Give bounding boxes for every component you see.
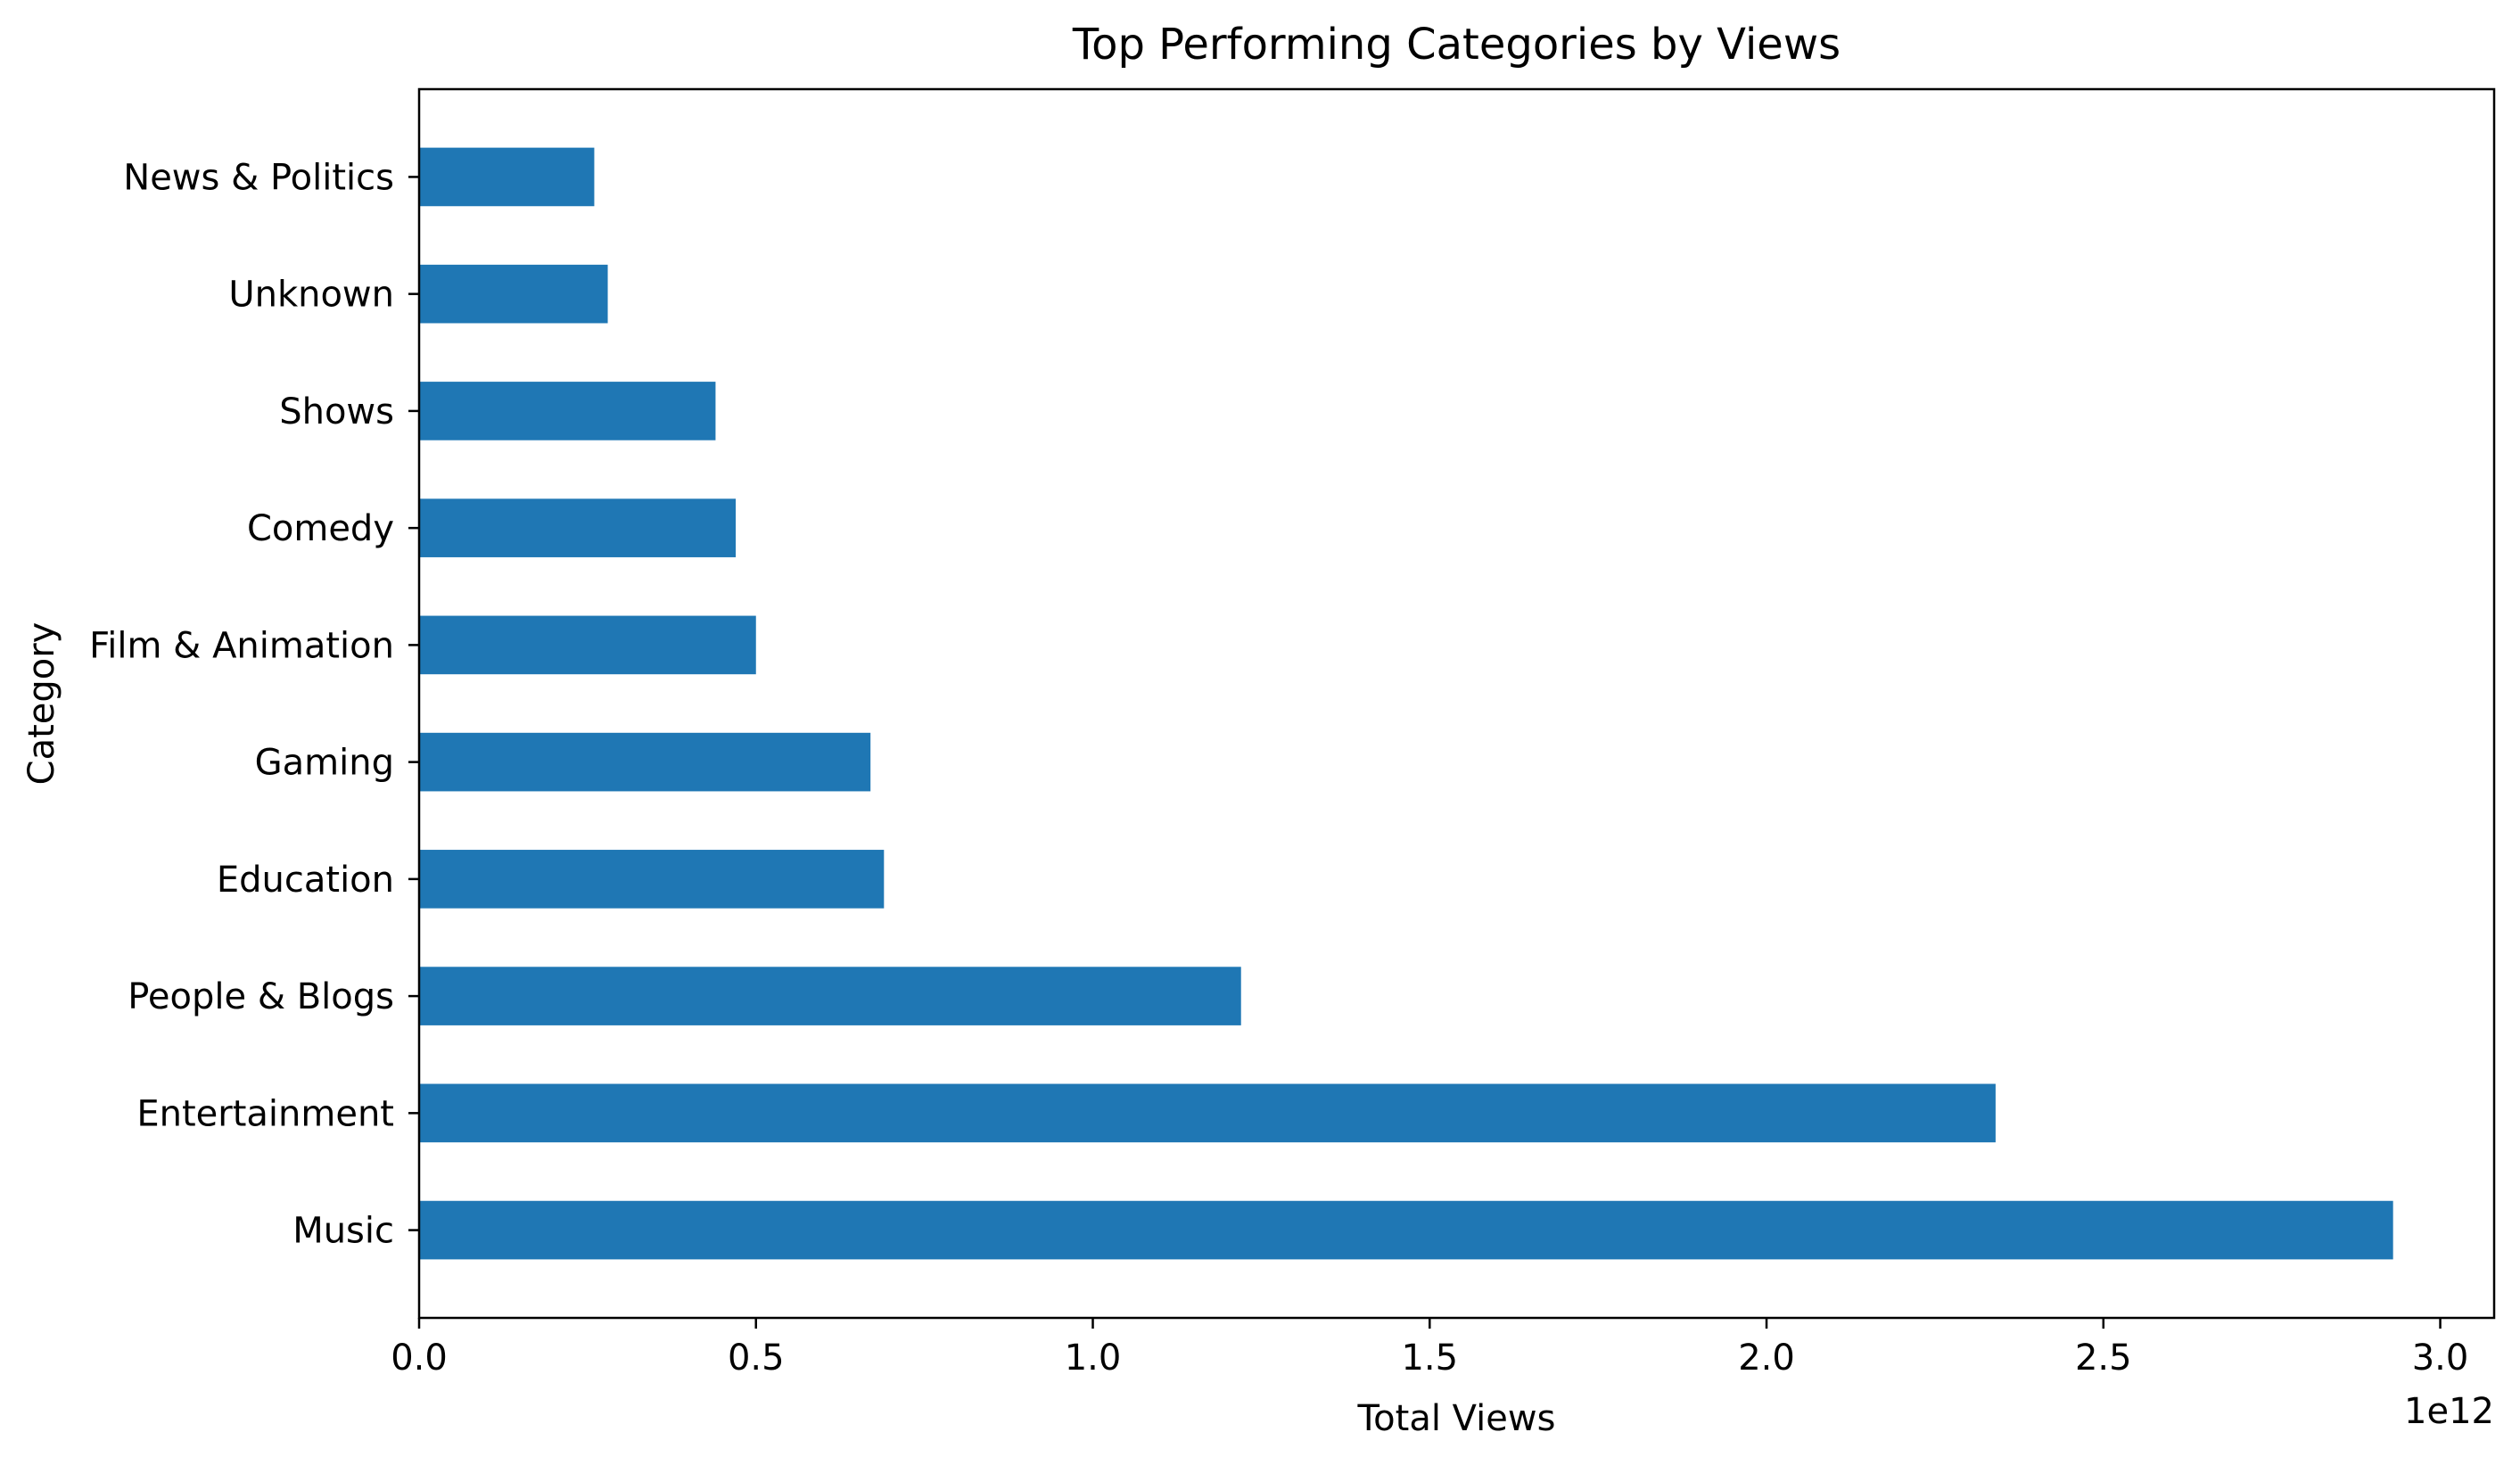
x-tick-label: 2.5: [2075, 1338, 2132, 1379]
bars-layer: [419, 147, 2393, 1260]
bar-education: [419, 850, 885, 909]
bar-people-blogs: [419, 967, 1241, 1025]
x-tick-label: 2.0: [1738, 1338, 1795, 1379]
x-tick-label: 1.5: [1401, 1338, 1458, 1379]
x-axis-scale-note: 1e12: [2404, 1391, 2494, 1432]
y-tick-label: Music: [292, 1211, 394, 1252]
y-axis-label: Category: [21, 622, 62, 786]
x-tick-label: 0.5: [728, 1338, 785, 1379]
x-axis-label: Total Views: [1357, 1398, 1556, 1439]
bar-shows: [419, 382, 716, 440]
x-tick-label: 0.0: [391, 1338, 448, 1379]
y-tick-label: Shows: [279, 391, 394, 432]
y-tick-label: Entertainment: [136, 1093, 394, 1134]
bar-gaming: [419, 732, 871, 792]
bar-news-politics: [419, 147, 595, 207]
plot-frame: [417, 87, 2496, 1320]
y-ticks-layer: Music Entertainment People & Blogs Educatio…: [89, 157, 419, 1252]
y-tick-label: Gaming: [255, 743, 394, 784]
bar-unknown: [419, 264, 608, 324]
bar-comedy: [419, 498, 737, 557]
bar-film-animation: [419, 615, 756, 675]
y-tick-label: People & Blogs: [128, 976, 394, 1017]
bar-entertainment: [419, 1083, 1996, 1143]
chart-title: Top Performing Categories by Views: [1072, 20, 1841, 70]
x-tick-label: 3.0: [2412, 1338, 2469, 1379]
y-tick-label: News & Politics: [123, 157, 394, 198]
axes-layer: [417, 87, 2496, 1320]
y-tick-label: Unknown: [228, 275, 394, 316]
y-tick-label: Film & Animation: [89, 625, 394, 666]
x-ticks-layer: 0.0 0.5 1.0 1.5 2.0 2.5 3.0: [391, 1318, 2468, 1379]
y-tick-label: Education: [217, 860, 394, 901]
x-tick-label: 1.0: [1065, 1338, 1122, 1379]
y-tick-label: Comedy: [247, 508, 394, 549]
bar-music: [419, 1200, 2393, 1260]
